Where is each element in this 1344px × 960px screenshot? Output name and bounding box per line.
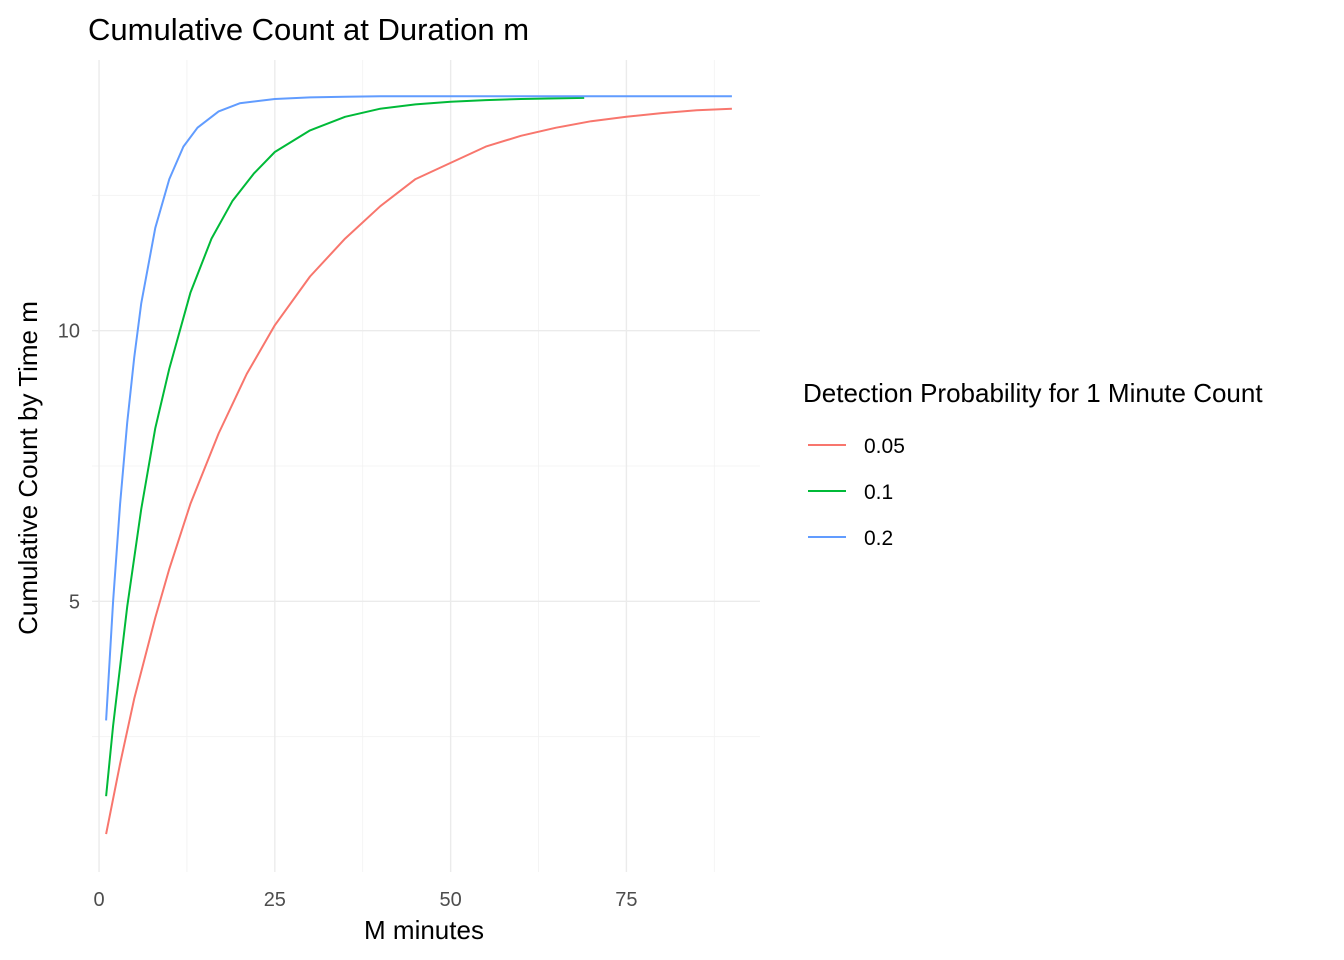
legend-items: 0.05 0.1 0.2 [808, 435, 905, 550]
minor-gridlines [92, 60, 760, 872]
y-tick-label: 5 [69, 591, 80, 613]
legend-label-0-1: 0.1 [864, 481, 893, 504]
legend-label-0-05: 0.05 [864, 435, 905, 458]
x-axis-title: M minutes [364, 915, 484, 945]
y-axis-ticks: 5 10 [58, 321, 80, 614]
x-tick-label: 75 [615, 889, 637, 911]
x-axis-ticks: 0 25 50 75 [93, 889, 637, 911]
x-tick-label: 0 [93, 889, 104, 911]
x-tick-label: 25 [264, 889, 286, 911]
legend-title: Detection Probability for 1 Minute Count [803, 378, 1263, 408]
y-tick-label: 10 [58, 321, 80, 343]
series-line-0-2 [105, 95, 732, 721]
legend: Detection Probability for 1 Minute Count… [803, 378, 1263, 550]
legend-label-0-2: 0.2 [864, 527, 893, 550]
series-line-0-05 [105, 107, 732, 835]
series-line-0-1 [105, 96, 585, 797]
major-gridlines [92, 60, 760, 872]
chart-title: Cumulative Count at Duration m [88, 12, 529, 47]
y-axis-title: Cumulative Count by Time m [13, 301, 43, 635]
x-tick-label: 50 [439, 889, 461, 911]
series-lines [105, 95, 732, 835]
